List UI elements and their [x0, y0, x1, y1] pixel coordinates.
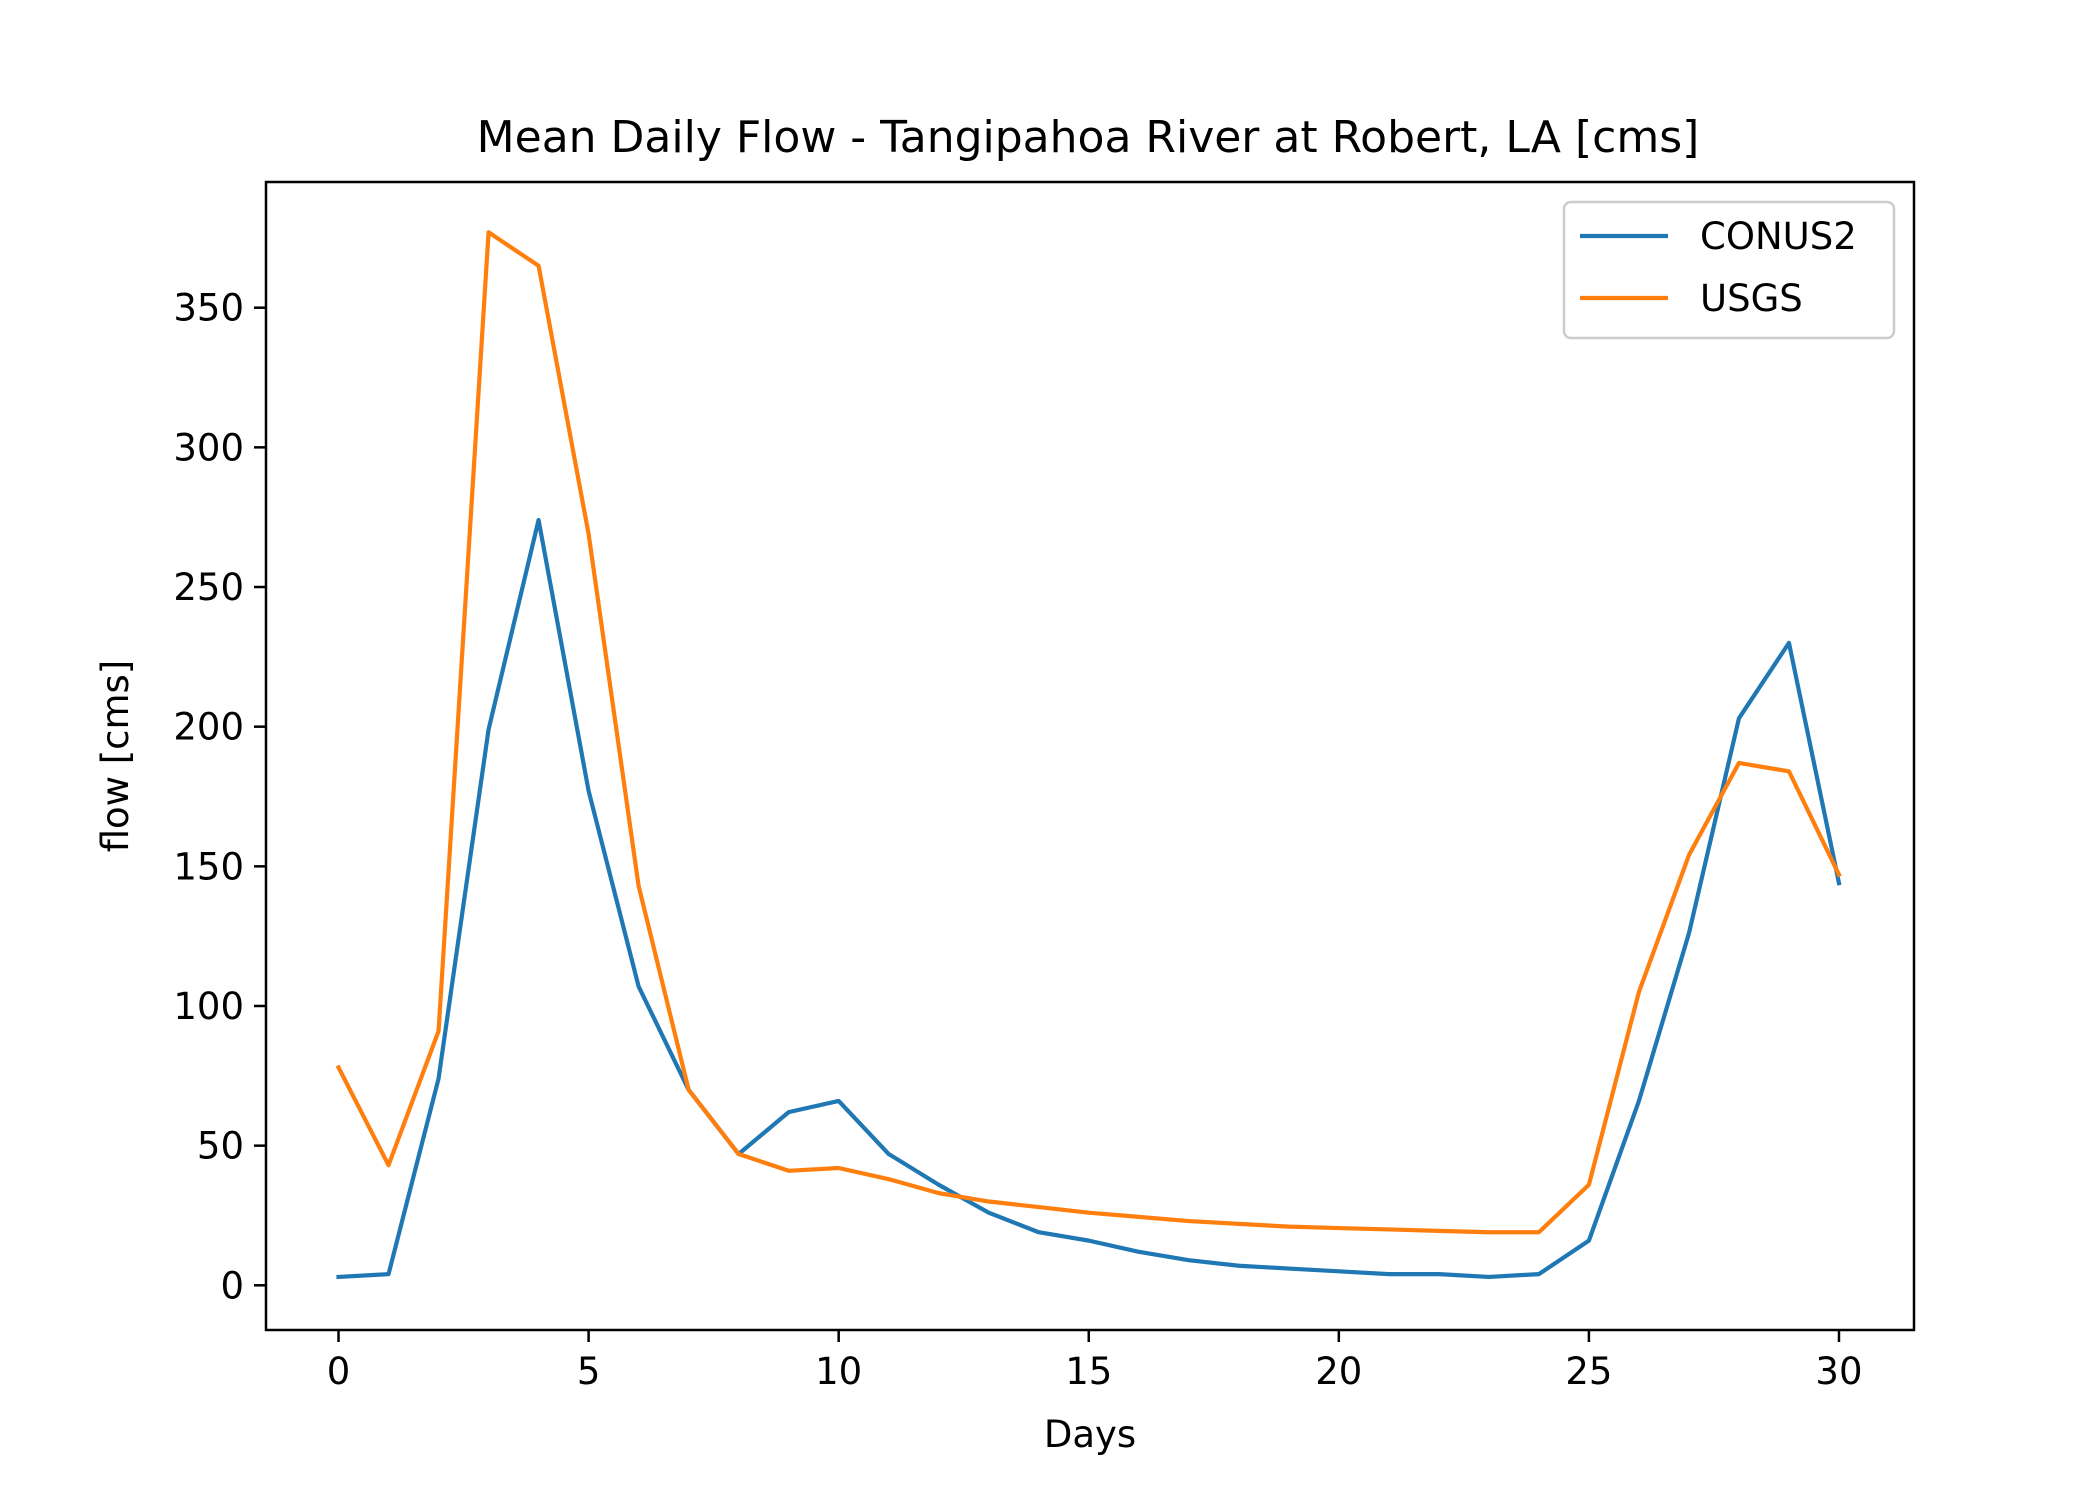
x-tick-label: 15 — [1065, 1350, 1112, 1393]
legend: CONUS2 USGS — [1562, 200, 1896, 340]
x-tick-label: 10 — [815, 1350, 862, 1393]
x-tick-label: 5 — [577, 1350, 601, 1393]
x-tick-label: 0 — [327, 1350, 351, 1393]
series-line-conus2 — [336, 517, 1842, 1280]
plot-area-frame — [264, 180, 1916, 1332]
y-tick-label: 200 — [173, 706, 244, 749]
x-axis: 0 5 10 15 20 25 30 — [327, 1330, 1863, 1393]
y-tick-label: 150 — [173, 845, 244, 888]
y-tick-label: 250 — [173, 566, 244, 609]
x-tick-label: 20 — [1315, 1350, 1362, 1393]
y-tick-label: 300 — [173, 426, 244, 469]
x-tick-label: 25 — [1565, 1350, 1612, 1393]
y-tick-label: 350 — [173, 287, 244, 330]
legend-items: CONUS2 USGS — [1580, 215, 1857, 320]
y-axis-label: flow [cms] — [94, 660, 137, 853]
x-axis-label: Days — [1044, 1413, 1136, 1456]
series-layer — [335, 230, 1842, 1280]
legend-label-usgs: USGS — [1700, 277, 1803, 320]
series-line-usgs — [335, 230, 1842, 1235]
y-axis: 0 50 100 150 200 250 300 350 — [173, 287, 266, 1307]
y-tick-label: 0 — [220, 1264, 244, 1307]
chart-title: Mean Daily Flow - Tangipahoa River at Ro… — [477, 112, 1700, 163]
y-tick-label: 50 — [197, 1125, 244, 1168]
y-tick-label: 100 — [173, 985, 244, 1028]
legend-label-conus2: CONUS2 — [1700, 215, 1857, 258]
x-tick-label: 30 — [1815, 1350, 1862, 1393]
